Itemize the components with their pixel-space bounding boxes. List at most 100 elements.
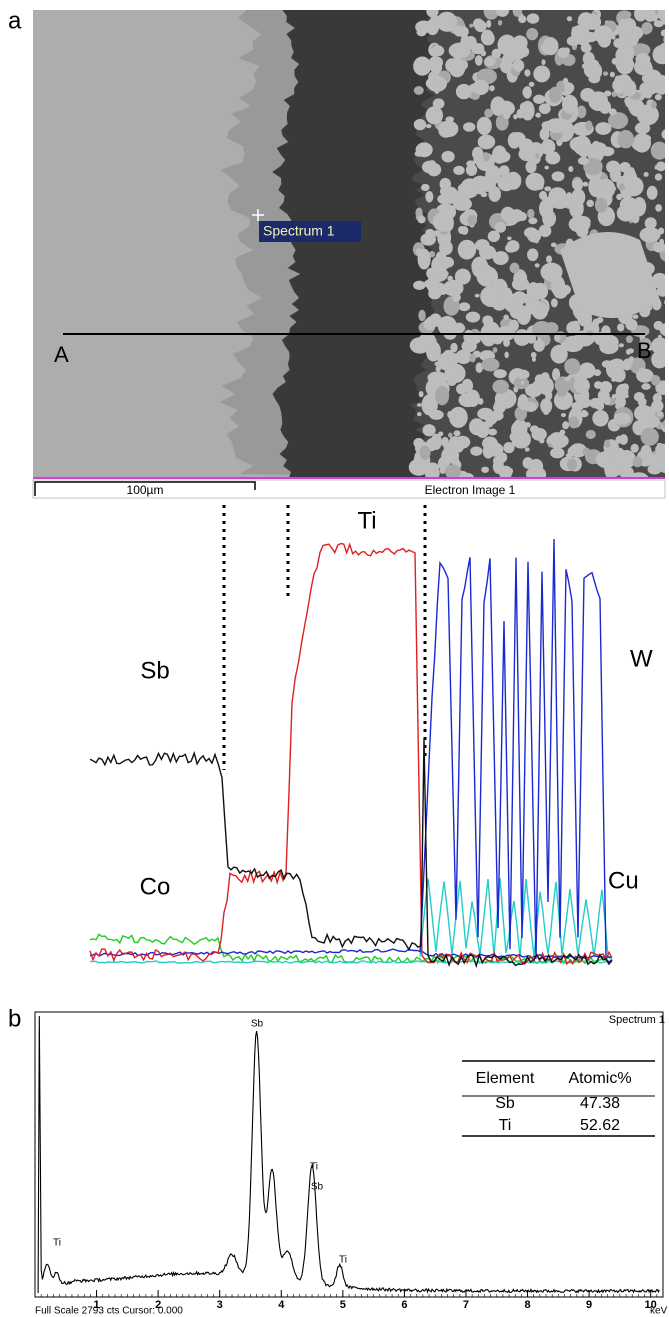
scale-bar bbox=[34, 481, 256, 496]
grain bbox=[449, 406, 468, 428]
grain bbox=[618, 343, 624, 348]
grain bbox=[477, 134, 496, 150]
grain bbox=[527, 229, 542, 243]
grain bbox=[447, 275, 453, 282]
electron-image bbox=[33, 10, 665, 478]
grain bbox=[622, 168, 638, 190]
grain bbox=[539, 199, 554, 219]
grain bbox=[611, 35, 616, 40]
grain bbox=[409, 337, 430, 354]
grain bbox=[526, 28, 539, 41]
grain bbox=[470, 446, 483, 456]
grain bbox=[438, 120, 459, 138]
scan-curve bbox=[419, 878, 613, 961]
grain bbox=[622, 363, 632, 371]
grain bbox=[418, 390, 424, 398]
grain bbox=[443, 270, 449, 277]
spectrum-chart: Spectrum 1 Element Atomic% Sb 47.38 Ti 5… bbox=[34, 1011, 668, 1317]
grain bbox=[497, 174, 516, 192]
peak-label: Sb bbox=[311, 1182, 324, 1193]
grain bbox=[600, 146, 615, 157]
grain bbox=[654, 173, 663, 181]
grain bbox=[465, 163, 478, 177]
grain bbox=[589, 180, 601, 193]
grain bbox=[603, 90, 612, 97]
grain bbox=[544, 186, 552, 192]
grain bbox=[458, 302, 471, 312]
grain bbox=[631, 213, 640, 224]
grain bbox=[598, 332, 614, 347]
grain bbox=[588, 74, 601, 84]
image-overlay: A B Spectrum 1 100µm Electron Image 1 bbox=[32, 209, 666, 499]
grain bbox=[532, 380, 543, 392]
grain bbox=[617, 129, 635, 149]
x-tick-label: 4 bbox=[278, 1299, 285, 1311]
grain bbox=[632, 456, 643, 468]
grain bbox=[456, 383, 468, 395]
chart-title: Spectrum 1 bbox=[609, 1014, 665, 1026]
grain bbox=[520, 380, 525, 385]
grain bbox=[480, 285, 503, 308]
grain bbox=[625, 335, 633, 344]
grain bbox=[540, 262, 563, 282]
grain bbox=[512, 10, 523, 17]
grain bbox=[465, 35, 477, 50]
grain bbox=[620, 450, 629, 459]
grain bbox=[428, 287, 442, 300]
grain bbox=[465, 311, 481, 323]
grain bbox=[435, 385, 450, 406]
grain bbox=[495, 10, 510, 17]
grain bbox=[531, 467, 545, 478]
grain bbox=[423, 317, 437, 331]
grain bbox=[560, 413, 567, 418]
grain bbox=[443, 279, 464, 297]
grain bbox=[430, 433, 442, 450]
grain bbox=[505, 243, 517, 253]
grain bbox=[624, 315, 633, 324]
grain bbox=[511, 277, 530, 291]
grain bbox=[457, 182, 474, 195]
grain bbox=[492, 251, 509, 266]
grain bbox=[545, 390, 553, 401]
grain bbox=[529, 425, 539, 434]
grain bbox=[533, 65, 551, 83]
grain bbox=[608, 112, 629, 129]
grain bbox=[563, 47, 571, 55]
scan-end: B bbox=[637, 338, 652, 363]
grain bbox=[481, 31, 495, 46]
grain bbox=[647, 464, 662, 475]
grain bbox=[414, 150, 424, 157]
grain bbox=[493, 369, 507, 379]
element-label: Ti bbox=[357, 507, 376, 534]
grain bbox=[527, 208, 535, 219]
grain bbox=[516, 108, 525, 119]
grain bbox=[643, 172, 649, 177]
grain bbox=[430, 61, 443, 74]
grain bbox=[623, 394, 629, 399]
grain bbox=[463, 122, 476, 132]
grain bbox=[520, 428, 526, 433]
grain bbox=[432, 98, 445, 109]
chart-footer: Full Scale 2793 cts Cursor: 0.000 bbox=[35, 1306, 183, 1317]
grain bbox=[613, 81, 627, 94]
grain bbox=[489, 273, 495, 279]
grain bbox=[528, 142, 544, 159]
grain bbox=[644, 10, 656, 22]
grain bbox=[664, 42, 665, 45]
grain bbox=[582, 447, 591, 457]
grain bbox=[597, 389, 610, 402]
grain bbox=[538, 224, 552, 238]
grain bbox=[656, 161, 665, 172]
peak-label: Ti bbox=[310, 1162, 318, 1173]
grain bbox=[611, 90, 617, 98]
grain bbox=[488, 428, 498, 436]
grain bbox=[632, 314, 639, 320]
grain bbox=[425, 190, 434, 203]
grain bbox=[576, 105, 587, 119]
grain bbox=[503, 442, 515, 454]
grain bbox=[627, 348, 634, 354]
x-tick-label: 8 bbox=[524, 1299, 530, 1311]
grain bbox=[419, 445, 431, 460]
grain bbox=[616, 59, 634, 75]
